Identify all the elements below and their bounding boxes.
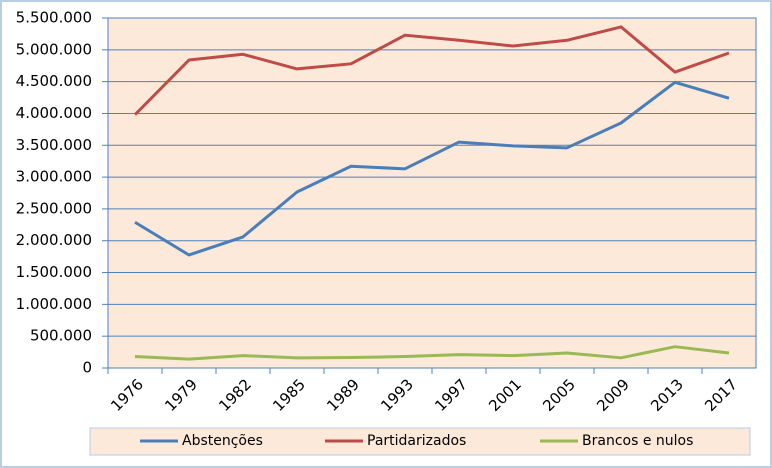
series-line (134, 345, 730, 361)
y-tick-label: 0 (82, 359, 92, 377)
y-tick-label: 500.000 (30, 327, 92, 345)
y-tick-label: 2.000.000 (16, 231, 92, 249)
y-tick-label: 4.500.000 (16, 72, 92, 90)
y-tick-label: 4.000.000 (16, 104, 92, 122)
y-tick-label: 1.500.000 (16, 263, 92, 281)
y-tick-label: 3.500.000 (16, 136, 92, 154)
legend-label: Abstenções (182, 433, 263, 449)
series-line (134, 80, 730, 257)
series-line (133, 25, 730, 116)
legend-label: Brancos e nulos (582, 433, 693, 449)
y-tick-label: 1.000.000 (16, 295, 92, 313)
y-tick-label: 3.000.000 (16, 168, 92, 186)
y-tick-label: 5.500.000 (16, 9, 92, 27)
legend-label: Partidarizados (367, 433, 466, 449)
legend-box (89, 427, 751, 456)
y-tick-label: 5.000.000 (16, 40, 92, 58)
legend: Abstenções Partidarizados Brancos e nulos (89, 427, 751, 456)
y-tick-label: 2.500.000 (16, 199, 92, 217)
plot-area (108, 18, 756, 368)
